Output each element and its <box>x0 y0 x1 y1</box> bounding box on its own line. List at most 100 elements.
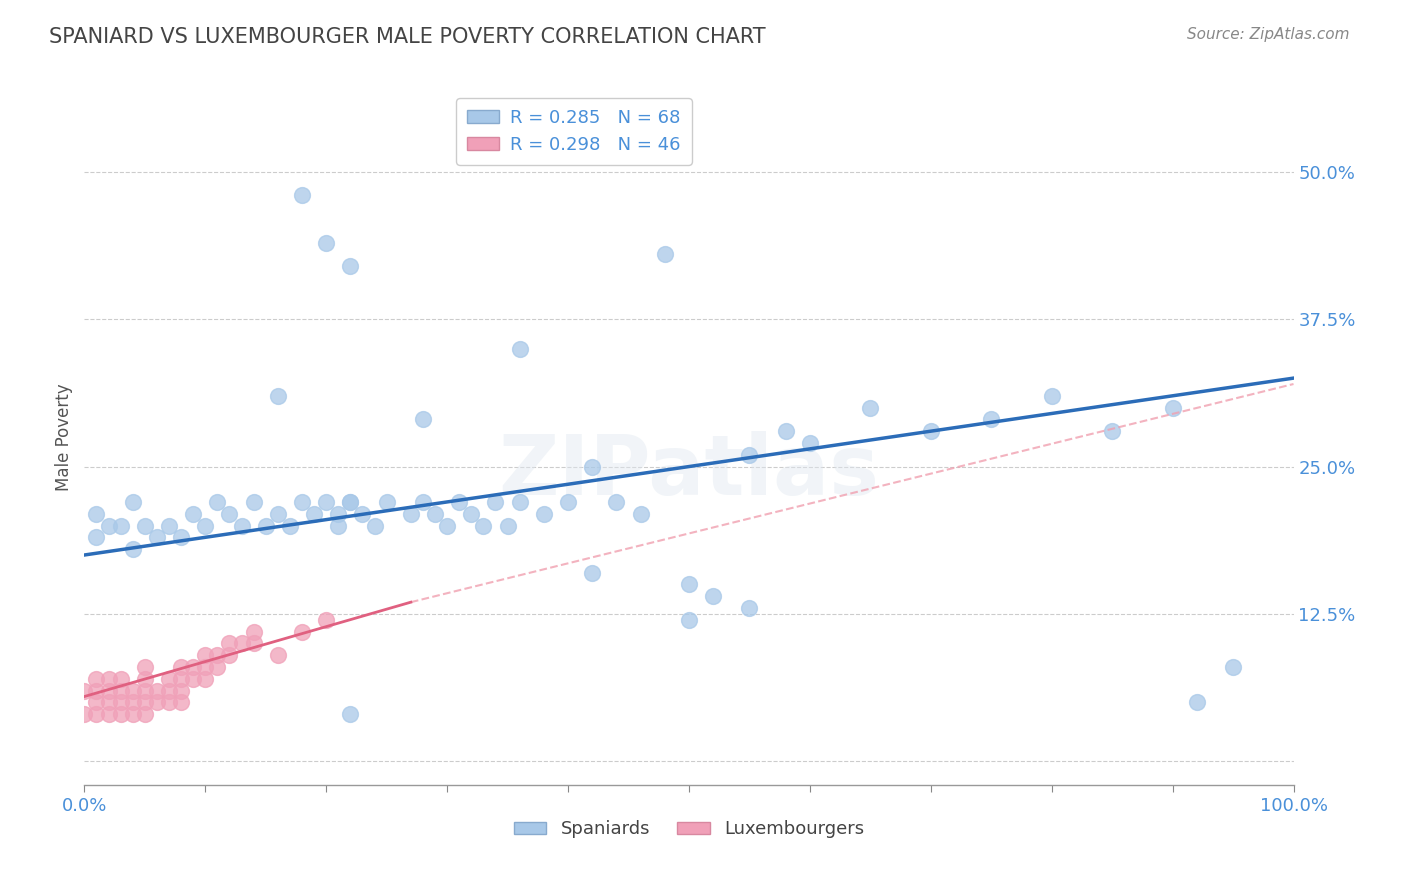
Point <box>86 507 108 521</box>
Text: SPANIARD VS LUXEMBOURGER MALE POVERTY CORRELATION CHART: SPANIARD VS LUXEMBOURGER MALE POVERTY CO… <box>49 27 766 46</box>
Point <box>980 412 1002 426</box>
Point <box>121 683 143 698</box>
Point <box>157 695 180 709</box>
Point <box>339 259 361 273</box>
Point <box>352 507 374 521</box>
Point <box>484 495 506 509</box>
Point <box>557 495 579 509</box>
Point <box>291 495 314 509</box>
Point <box>194 660 217 674</box>
Point <box>121 495 143 509</box>
Point <box>436 518 458 533</box>
Point <box>157 518 180 533</box>
Point <box>121 695 143 709</box>
Point <box>702 589 724 603</box>
Point <box>339 495 361 509</box>
Point <box>218 507 240 521</box>
Point <box>86 695 108 709</box>
Point <box>134 518 156 533</box>
Point <box>170 683 193 698</box>
Point <box>581 566 603 580</box>
Point <box>231 636 253 650</box>
Point <box>1040 389 1063 403</box>
Point <box>86 672 108 686</box>
Point <box>86 683 108 698</box>
Point <box>472 518 495 533</box>
Point <box>412 495 434 509</box>
Point <box>207 648 229 663</box>
Point <box>97 695 120 709</box>
Point <box>146 530 169 544</box>
Point <box>423 507 446 521</box>
Y-axis label: Male Poverty: Male Poverty <box>55 384 73 491</box>
Point <box>97 683 120 698</box>
Point <box>460 507 482 521</box>
Point <box>775 424 797 438</box>
Point <box>194 648 217 663</box>
Point <box>363 518 385 533</box>
Point <box>134 707 156 722</box>
Point <box>170 672 193 686</box>
Point <box>110 695 132 709</box>
Text: ZIPatlas: ZIPatlas <box>499 432 879 512</box>
Point <box>97 707 120 722</box>
Point <box>605 495 627 509</box>
Point <box>449 495 471 509</box>
Point <box>654 247 676 261</box>
Point <box>1101 424 1123 438</box>
Point <box>315 495 337 509</box>
Point <box>231 518 253 533</box>
Point <box>146 695 169 709</box>
Point <box>328 518 350 533</box>
Point <box>134 660 156 674</box>
Point <box>97 518 120 533</box>
Point <box>170 530 193 544</box>
Point <box>170 660 193 674</box>
Point <box>278 518 301 533</box>
Point <box>73 683 96 698</box>
Point <box>1222 660 1244 674</box>
Point <box>291 188 314 202</box>
Point <box>678 577 700 591</box>
Point <box>110 707 132 722</box>
Point <box>315 235 337 250</box>
Point <box>86 707 108 722</box>
Point <box>110 683 132 698</box>
Point <box>799 436 821 450</box>
Point <box>339 707 361 722</box>
Point <box>218 636 240 650</box>
Point <box>134 672 156 686</box>
Point <box>315 613 337 627</box>
Point <box>121 707 143 722</box>
Point <box>533 507 555 521</box>
Point <box>267 389 290 403</box>
Point <box>86 530 108 544</box>
Point <box>181 660 204 674</box>
Point <box>859 401 882 415</box>
Point <box>181 507 204 521</box>
Point <box>412 412 434 426</box>
Point <box>920 424 942 438</box>
Point <box>254 518 277 533</box>
Point <box>328 507 350 521</box>
Point <box>267 507 290 521</box>
Point <box>1185 695 1208 709</box>
Point <box>302 507 325 521</box>
Point <box>218 648 240 663</box>
Point <box>181 672 204 686</box>
Point <box>207 660 229 674</box>
Point <box>110 518 132 533</box>
Point <box>375 495 398 509</box>
Point <box>134 695 156 709</box>
Point <box>678 613 700 627</box>
Legend: Spaniards, Luxembourgers: Spaniards, Luxembourgers <box>506 814 872 846</box>
Point <box>581 459 603 474</box>
Point <box>194 518 217 533</box>
Point <box>738 601 761 615</box>
Point <box>242 636 264 650</box>
Point <box>170 695 193 709</box>
Point <box>110 672 132 686</box>
Point <box>496 518 519 533</box>
Point <box>738 448 761 462</box>
Point <box>97 672 120 686</box>
